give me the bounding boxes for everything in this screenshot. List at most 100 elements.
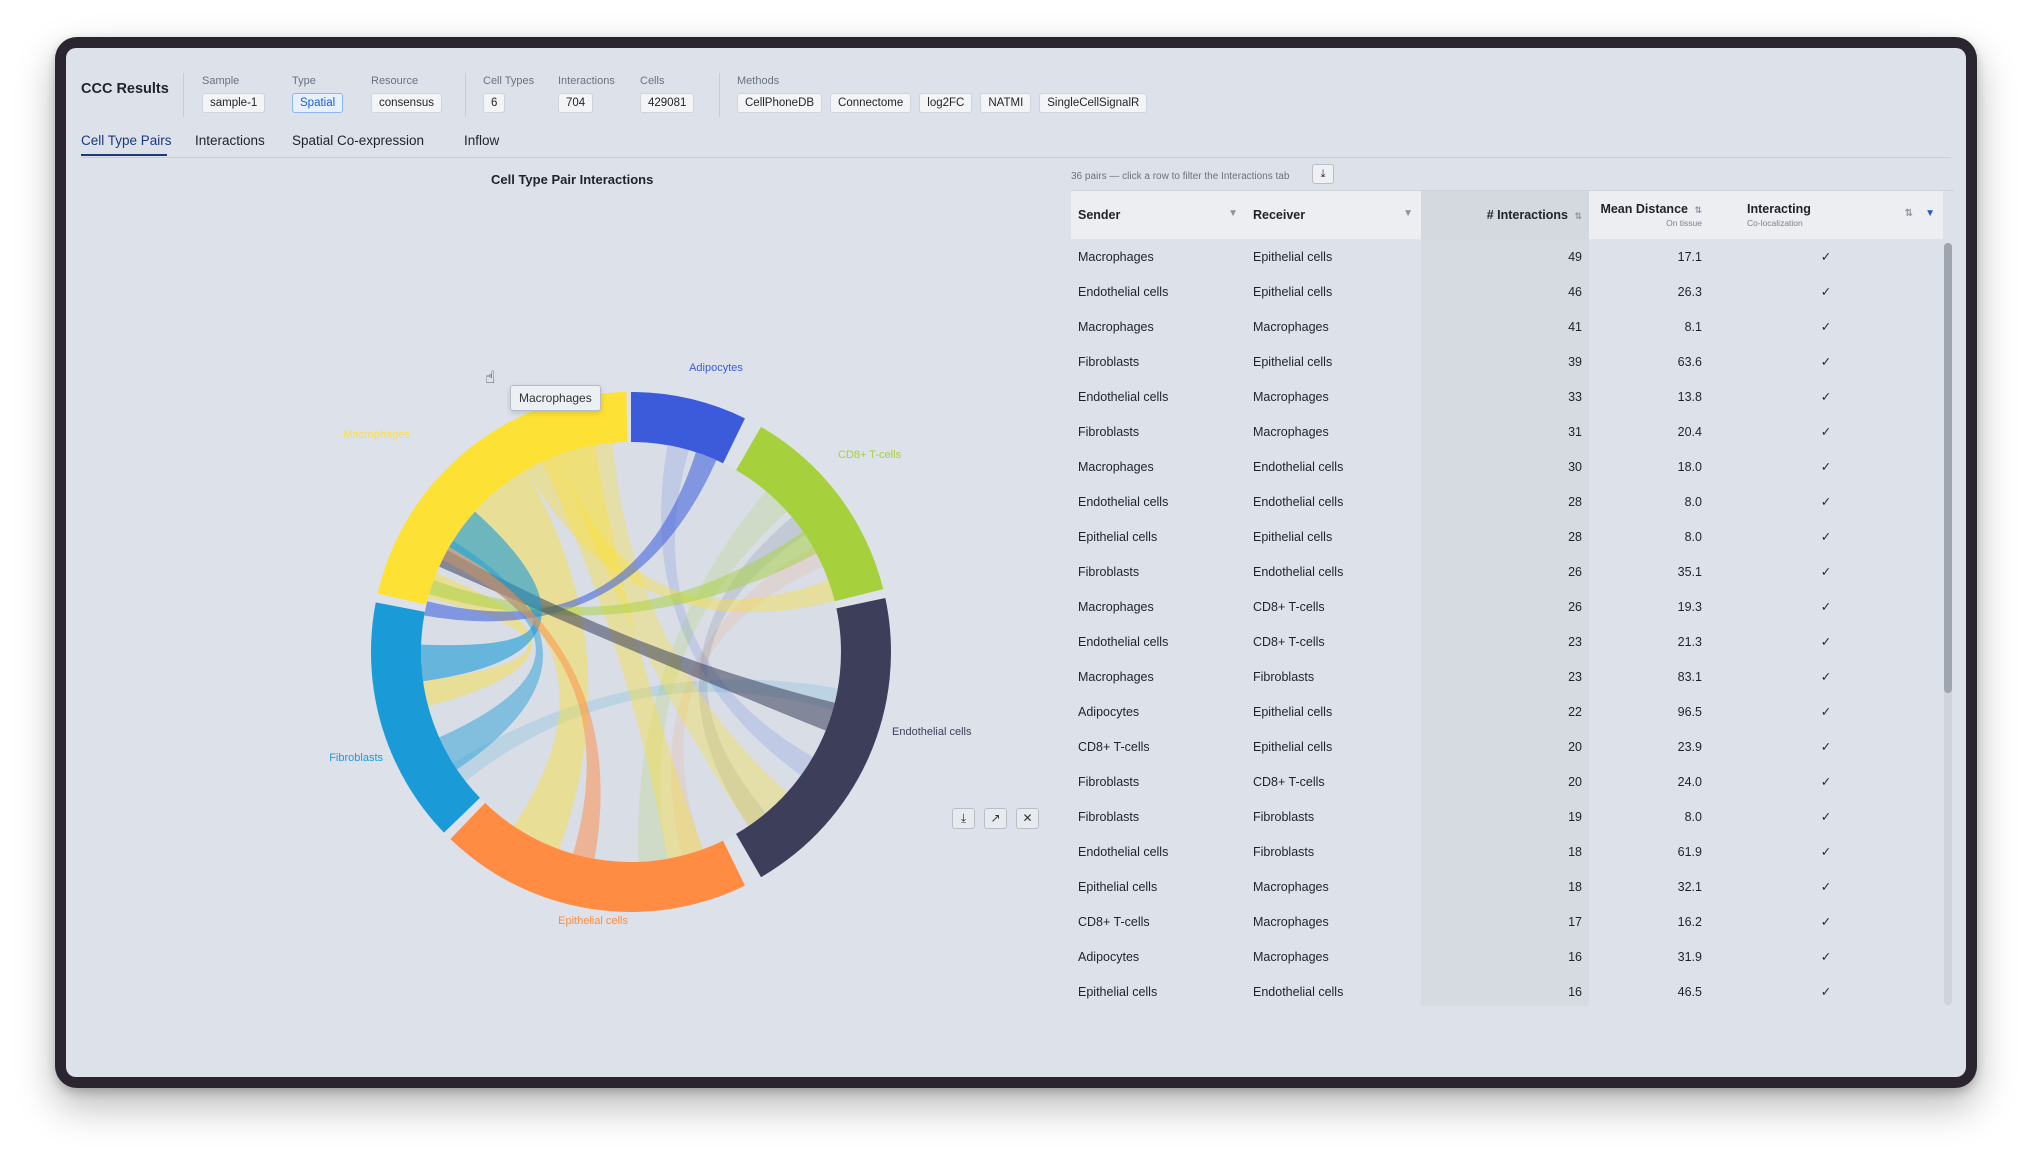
download-icon[interactable]: ⤓ [952, 808, 975, 829]
chord-arc-adipocytes[interactable] [631, 392, 745, 464]
method-chip[interactable]: NATMI [980, 93, 1032, 113]
download-table-icon[interactable]: ⤓ [1312, 164, 1334, 184]
chord-arc-endothelial-cells[interactable] [736, 597, 891, 878]
table-row[interactable]: CD8+ T-cells Epithelial cells 20 23.9 ✓ [1071, 729, 1943, 764]
interactions-cell: 31 [1421, 414, 1589, 449]
sort-icon[interactable]: ⇅ [1694, 205, 1702, 215]
sample-label: Sample [202, 75, 240, 87]
chord-arc-macrophages[interactable] [377, 392, 628, 605]
table-row[interactable]: Adipocytes Epithelial cells 22 96.5 ✓ [1071, 694, 1943, 729]
chart-toolbar: ⤓ ↗ ✕ [952, 808, 1039, 829]
tab-interactions[interactable]: Interactions [195, 133, 265, 148]
sender-cell: Epithelial cells [1078, 529, 1158, 544]
table-row[interactable]: Macrophages CD8+ T-cells 26 19.3 ✓ [1071, 589, 1943, 624]
chord-arc-epithelial-cells[interactable] [450, 803, 745, 913]
table-row[interactable]: Fibroblasts CD8+ T-cells 20 24.0 ✓ [1071, 764, 1943, 799]
interactions-cell: 22 [1421, 694, 1589, 729]
tab-cell-type-pairs[interactable]: Cell Type Pairs [81, 133, 172, 148]
chord-ribbon-adipocytes[interactable] [661, 445, 813, 776]
table-row[interactable]: Endothelial cells Epithelial cells 46 26.3 ✓ [1071, 274, 1943, 309]
method-chip[interactable]: SingleCellSignalR [1039, 93, 1148, 113]
sender-cell: Fibroblasts [1078, 424, 1140, 439]
sort-icon[interactable]: ⇅ [1574, 211, 1582, 221]
table-row[interactable]: Macrophages Endothelial cells 30 18.0 ✓ [1071, 449, 1943, 484]
chord-ribbon-macrophages[interactable] [559, 442, 788, 827]
chord-arc-cd8-t-cells[interactable] [736, 426, 884, 602]
chord-ribbon-macrophages[interactable] [526, 454, 835, 613]
interacting-cell: ✓ [1820, 530, 1832, 544]
interacting-cell: ✓ [1820, 320, 1832, 334]
receiver-cell: Macrophages [1253, 949, 1329, 964]
col-interacting[interactable]: Interacting Co-localization ⇅ ▼ [1709, 191, 1943, 239]
resource-chip[interactable]: consensus [371, 93, 442, 113]
sort-icon[interactable]: ⇅ [1904, 208, 1913, 219]
interacting-cell: ✓ [1820, 915, 1832, 929]
chord-diagram[interactable]: Macrophages Adipocytes CD8+ T-cells Endothe… [66, 48, 1066, 1048]
table-row[interactable]: Macrophages Fibroblasts 23 83.1 ✓ [1071, 659, 1943, 694]
chord-ribbon-cd8-t-cells[interactable] [429, 531, 817, 616]
receiver-cell: Macrophages [1253, 914, 1329, 929]
interactions-cell: 49 [1421, 239, 1589, 274]
scrollbar-thumb[interactable] [1944, 243, 1952, 693]
chord-ribbon-macrophages[interactable] [423, 573, 532, 707]
filter-icon[interactable]: ▼ [1228, 208, 1238, 219]
chord-ribbon-epithelial-cells[interactable] [670, 547, 823, 856]
chord-ribbon-cd8-t-cells[interactable] [637, 491, 788, 862]
interacting-cell: ✓ [1820, 250, 1832, 264]
method-chip[interactable]: log2FC [919, 93, 973, 113]
table-row[interactable]: Endothelial cells Fibroblasts 18 61.9 ✓ [1071, 834, 1943, 869]
sender-cell: CD8+ T-cells [1078, 914, 1150, 929]
col-mean-distance[interactable]: Mean Distance ⇅ On tissue [1589, 191, 1709, 239]
col-sender[interactable]: Sender ▼ [1071, 191, 1246, 239]
table-row[interactable]: Endothelial cells Macrophages 33 13.8 ✓ [1071, 379, 1943, 414]
table-row[interactable]: Epithelial cells Epithelial cells 28 8.0 ✓ [1071, 519, 1943, 554]
chord-ribbon-fibroblasts[interactable] [421, 511, 542, 682]
interactions-cell: 16 [1421, 974, 1589, 1006]
table-row[interactable]: Fibroblasts Macrophages 31 20.4 ✓ [1071, 414, 1943, 449]
col-receiver[interactable]: Receiver ▼ [1246, 191, 1421, 239]
interacting-cell: ✓ [1820, 285, 1832, 299]
chord-ribbon-epithelial-cells[interactable] [442, 547, 601, 859]
open-external-icon[interactable]: ↗ [984, 808, 1007, 829]
receiver-cell: Epithelial cells [1253, 529, 1333, 544]
chord-ribbon-macrophages[interactable] [542, 445, 703, 859]
table-row[interactable]: Epithelial cells Endothelial cells 16 46.5 ✓ [1071, 974, 1943, 1006]
close-icon[interactable]: ✕ [1016, 808, 1039, 829]
chord-ribbon-adipocytes[interactable] [424, 452, 717, 622]
table-scrollbar[interactable] [1944, 243, 1952, 1005]
interacting-cell: ✓ [1820, 950, 1832, 964]
table-row[interactable]: Fibroblasts Fibroblasts 19 8.0 ✓ [1071, 799, 1943, 834]
interactions-cell: 17 [1421, 904, 1589, 939]
receiver-cell: Fibroblasts [1253, 844, 1315, 859]
type-chip[interactable]: Spatial [292, 93, 344, 113]
table-row[interactable]: Macrophages Macrophages 41 8.1 ✓ [1071, 309, 1943, 344]
chord-ribbon-fibroblasts[interactable] [452, 679, 838, 782]
table-row[interactable]: Endothelial cells Endothelial cells 28 8.0 ✓ [1071, 484, 1943, 519]
interactions-cell: 28 [1421, 519, 1589, 554]
tab-spatial-coexpression[interactable]: Spatial Co-expression [292, 133, 425, 148]
table-row[interactable]: Endothelial cells CD8+ T-cells 23 21.3 ✓ [1071, 624, 1943, 659]
receiver-cell: Macrophages [1253, 879, 1329, 894]
table-row[interactable]: Fibroblasts Endothelial cells 26 35.1 ✓ [1071, 554, 1943, 589]
table-row[interactable]: Epithelial cells Macrophages 18 32.1 ✓ [1071, 869, 1943, 904]
sender-cell: CD8+ T-cells [1078, 739, 1150, 754]
col-interactions[interactable]: # Interactions ⇅ [1421, 191, 1589, 239]
filter-active-icon[interactable]: ▼ [1925, 208, 1935, 219]
sample-chip[interactable]: sample-1 [202, 93, 266, 113]
interactions-cell: 20 [1421, 729, 1589, 764]
table-row[interactable]: Adipocytes Macrophages 16 31.9 ✓ [1071, 939, 1943, 974]
method-chip[interactable]: CellPhoneDB [737, 93, 823, 113]
tab-inflow[interactable]: Inflow [464, 133, 500, 148]
distance-cell: 61.9 [1677, 844, 1702, 859]
chord-ribbon-endothelial-cells[interactable] [439, 550, 835, 731]
sender-cell: Macrophages [1078, 669, 1154, 684]
table-row[interactable]: Fibroblasts Epithelial cells 39 63.6 ✓ [1071, 344, 1943, 379]
filter-icon[interactable]: ▼ [1403, 208, 1413, 219]
distance-cell: 83.1 [1677, 669, 1702, 684]
table-row[interactable]: CD8+ T-cells Macrophages 17 16.2 ✓ [1071, 904, 1943, 939]
chord-ribbon-endothelial-cells[interactable] [698, 517, 806, 827]
interacting-cell: ✓ [1820, 845, 1832, 859]
method-chip[interactable]: Connectome [830, 93, 912, 113]
table-row[interactable]: Macrophages Epithelial cells 49 17.1 ✓ [1071, 239, 1943, 274]
chord-arc-fibroblasts[interactable] [370, 602, 480, 833]
